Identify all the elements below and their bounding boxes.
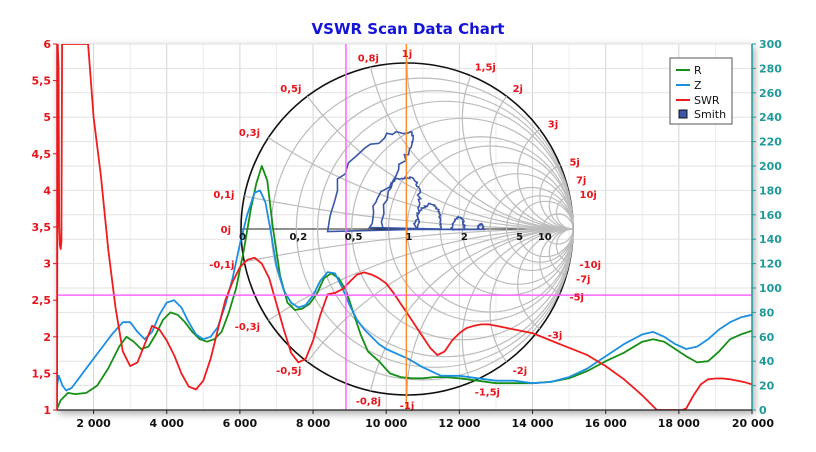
right-tick-label-9: 180 xyxy=(759,184,782,197)
right-tick-label-3: 60 xyxy=(759,331,775,344)
right-tick-label-6: 120 xyxy=(759,258,782,271)
legend: R Z SWR Smith xyxy=(669,57,733,125)
smith-x-label-21: -7j xyxy=(576,274,591,285)
right-tick-label-1: 20 xyxy=(759,380,775,393)
smith-x-label-11: 10j xyxy=(580,190,597,201)
series-line-swr xyxy=(57,44,752,410)
left-tick-label-5: 3,5 xyxy=(32,221,52,234)
x-axis-ticks: 2 000 4 000 6 000 8 000 10 000 12 000 14 000 16… xyxy=(76,410,774,430)
x-tick-label-8: 18 000 xyxy=(658,417,700,430)
right-tick-label-11: 220 xyxy=(759,136,782,149)
smith-r-label-3: 1 xyxy=(406,232,413,243)
x-tick-label-4: 10 000 xyxy=(365,417,407,430)
right-tick-label-7: 140 xyxy=(759,233,782,246)
right-tick-label-14: 280 xyxy=(759,62,782,75)
right-tick-label-12: 240 xyxy=(759,111,782,124)
right-tick-label-15: 300 xyxy=(759,38,782,51)
smith-x-label-22: -10j xyxy=(580,260,602,271)
smith-x-label-4: 0,8j xyxy=(358,53,379,64)
left-tick-label-7: 4,5 xyxy=(32,148,52,161)
smith-r-label-0: 0 xyxy=(239,232,246,243)
cursor-markers xyxy=(57,44,752,410)
legend-label-z: Z xyxy=(694,79,702,92)
x-tick-label-1: 4 000 xyxy=(150,417,185,430)
smith-x-label-14: -0,5j xyxy=(276,366,301,377)
smith-x-label-8: 3j xyxy=(548,119,558,130)
plot-area xyxy=(56,43,753,411)
chart-title: VSWR Scan Data Chart xyxy=(312,20,505,38)
legend-label-swr: SWR xyxy=(694,94,720,107)
x-tick-label-3: 8 000 xyxy=(296,417,331,430)
smith-x-label-17: -1,5j xyxy=(475,387,500,398)
x-tick-label-2: 6 000 xyxy=(223,417,258,430)
smith-r-label-5: 5 xyxy=(516,232,523,243)
smith-r-label-2: 0,5 xyxy=(345,232,363,243)
left-tick-label-8: 5 xyxy=(43,111,51,124)
right-tick-label-8: 160 xyxy=(759,209,782,222)
smith-x-label-12: -0,1j xyxy=(209,260,234,271)
series-line-r xyxy=(57,165,752,410)
smith-r-label-1: 0,2 xyxy=(289,232,307,243)
right-axis-ticks: 0 20 40 60 80 100 120 140 160 180 200 220 240 260 280 3… xyxy=(752,38,782,417)
smith-x-label-15: -0,8j xyxy=(356,397,381,408)
smith-trace xyxy=(326,130,486,233)
right-tick-label-0: 0 xyxy=(759,404,767,417)
x-tick-label-9: 20 000 xyxy=(732,417,774,430)
legend-label-r: R xyxy=(694,64,702,77)
x-tick-label-6: 14 000 xyxy=(511,417,553,430)
smith-x-label-0: 0j xyxy=(221,225,231,236)
right-tick-label-13: 260 xyxy=(759,87,782,100)
left-axis-ticks: 1 1,5 2 2,5 3 3,5 4 4,5 5 5,5 6 xyxy=(32,38,57,417)
smith-labels: 0 0,2 0,5 1 2 5 10 0j 0,1j 0,3j 0,5j 0,8j 1j 1,5j 2j 3j… xyxy=(209,49,601,412)
left-tick-label-1: 1,5 xyxy=(32,367,52,380)
left-tick-label-10: 6 xyxy=(43,38,51,51)
smith-r-label-6: 10 xyxy=(538,232,552,243)
legend-label-smith: Smith xyxy=(694,108,726,121)
x-tick-label-5: 12 000 xyxy=(438,417,480,430)
series-layer xyxy=(57,44,752,410)
left-tick-label-4: 3 xyxy=(43,258,51,271)
series-line-z xyxy=(57,189,752,392)
left-tick-label-6: 4 xyxy=(43,184,51,197)
smith-x-label-9: 5j xyxy=(569,157,579,168)
smith-x-label-13: -0,3j xyxy=(235,322,260,333)
legend-swatch-smith xyxy=(678,109,688,119)
smith-x-label-1: 0,1j xyxy=(213,190,234,201)
left-tick-label-2: 2 xyxy=(43,331,51,344)
left-tick-label-3: 2,5 xyxy=(32,294,52,307)
left-tick-label-0: 1 xyxy=(43,404,51,417)
smith-x-label-10: 7j xyxy=(576,176,586,187)
x-tick-label-0: 2 000 xyxy=(76,417,111,430)
smith-x-label-2: 0,3j xyxy=(239,128,260,139)
smith-x-label-7: 2j xyxy=(513,84,523,95)
smith-x-label-6: 1,5j xyxy=(475,63,496,74)
left-tick-label-9: 5,5 xyxy=(32,75,52,88)
right-tick-label-2: 40 xyxy=(759,355,775,368)
smith-x-label-18: -2j xyxy=(513,366,528,377)
right-tick-label-5: 100 xyxy=(759,282,782,295)
right-tick-label-4: 80 xyxy=(759,306,775,319)
right-tick-label-10: 200 xyxy=(759,160,782,173)
smith-x-label-5: 1j xyxy=(402,49,412,60)
x-tick-label-7: 16 000 xyxy=(585,417,627,430)
smith-trace-path xyxy=(326,130,486,233)
smith-x-label-19: -3j xyxy=(548,331,563,342)
smith-x-label-20: -5j xyxy=(569,293,584,304)
smith-x-label-16: -1j xyxy=(400,401,415,412)
smith-x-label-3: 0,5j xyxy=(280,84,301,95)
smith-x-arc-22 xyxy=(555,228,573,263)
smith-r-label-4: 2 xyxy=(461,232,468,243)
